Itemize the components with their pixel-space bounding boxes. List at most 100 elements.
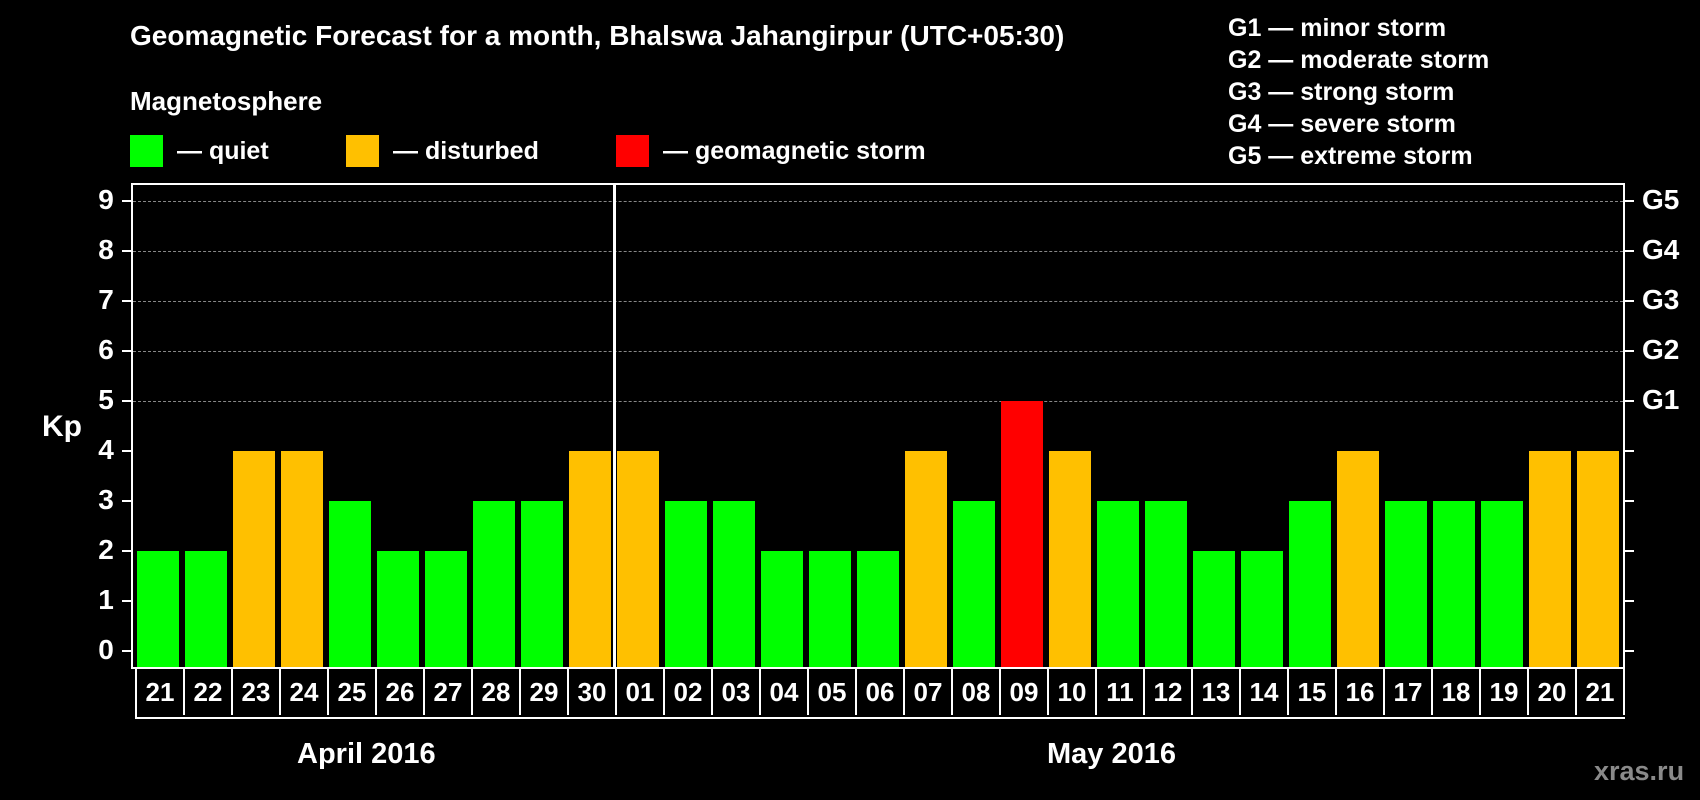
storm-scale-legend: G1 — minor storm G2 — moderate storm G3 …: [1228, 12, 1489, 172]
y-tick: [122, 450, 131, 452]
date-cell: 13: [1193, 669, 1241, 715]
g1-description: G1 — minor storm: [1228, 14, 1447, 42]
legend-label: — geomagnetic storm: [663, 136, 926, 165]
date-cell: 21: [1577, 669, 1625, 715]
kp-bar: [377, 551, 419, 667]
gridline: [133, 401, 1623, 402]
date-cell: 28: [473, 669, 521, 715]
kp-bar: [617, 451, 659, 667]
y-tick: [122, 300, 131, 302]
y-tick-right: [1625, 300, 1634, 302]
date-cell: 03: [713, 669, 761, 715]
date-cell: 04: [761, 669, 809, 715]
date-cell: 15: [1289, 669, 1337, 715]
legend-label: — quiet: [177, 136, 269, 165]
date-cell: 30: [569, 669, 617, 715]
y-tick-label: 0: [98, 634, 114, 665]
date-cell: 17: [1385, 669, 1433, 715]
kp-bar: [1193, 551, 1235, 667]
gridline: [133, 201, 1623, 202]
kp-bar: [1145, 501, 1187, 667]
y-tick-label: 4: [98, 434, 114, 465]
date-cell: 14: [1241, 669, 1289, 715]
date-cell: 18: [1433, 669, 1481, 715]
g-scale-label: G1: [1642, 384, 1680, 415]
date-cell: 10: [1049, 669, 1097, 715]
y-tick-label: 7: [98, 284, 114, 315]
kp-bar: [713, 501, 755, 667]
y-tick-right: [1625, 200, 1634, 202]
y-tick-right: [1625, 600, 1634, 602]
gridline: [133, 351, 1623, 352]
kp-bar: [1097, 501, 1139, 667]
date-cell: 25: [329, 669, 377, 715]
date-cell: 26: [377, 669, 425, 715]
kp-bar: [521, 501, 563, 667]
kp-bar: [665, 501, 707, 667]
kp-bar: [905, 451, 947, 667]
date-cell: 09: [1001, 669, 1049, 715]
y-tick: [122, 650, 131, 652]
date-cell: 19: [1481, 669, 1529, 715]
g4-description: G4 — severe storm: [1228, 110, 1456, 138]
quiet-swatch-icon: [130, 135, 163, 167]
kp-bar: [857, 551, 899, 667]
g2-description: G2 — moderate storm: [1228, 46, 1490, 74]
month-label-april: April 2016: [297, 738, 436, 770]
kp-bar: [1529, 451, 1571, 667]
kp-bar: [809, 551, 851, 667]
y-tick: [122, 250, 131, 252]
kp-bar: [953, 501, 995, 667]
y-tick: [122, 200, 131, 202]
y-tick-right: [1625, 500, 1634, 502]
y-tick: [122, 600, 131, 602]
y-tick-label: 3: [98, 484, 114, 515]
y-tick-right: [1625, 450, 1634, 452]
disturbed-swatch-icon: [346, 135, 379, 167]
kp-bar: [1481, 501, 1523, 667]
chart-title: Geomagnetic Forecast for a month, Bhalsw…: [130, 20, 1065, 51]
legend-heading: Magnetosphere: [130, 86, 323, 116]
g-scale-label: G3: [1642, 284, 1680, 315]
date-cell: 27: [425, 669, 473, 715]
date-cell: 08: [953, 669, 1001, 715]
kp-bar: [1049, 451, 1091, 667]
date-cell: 22: [185, 669, 233, 715]
date-cell: 16: [1337, 669, 1385, 715]
y-tick-right: [1625, 350, 1634, 352]
month-label-may: May 2016: [1047, 738, 1176, 770]
kp-bar: [1337, 451, 1379, 667]
y-tick: [122, 550, 131, 552]
y-tick-right: [1625, 250, 1634, 252]
date-cell: 12: [1145, 669, 1193, 715]
y-tick: [122, 350, 131, 352]
date-cell: 24: [281, 669, 329, 715]
date-cell: 20: [1529, 669, 1577, 715]
date-cell: 21: [137, 669, 185, 715]
kp-bar: [425, 551, 467, 667]
kp-bar: [1577, 451, 1619, 667]
gridline: [133, 301, 1623, 302]
watermark: xras.ru: [1594, 756, 1685, 786]
g-scale-label: G5: [1642, 184, 1680, 215]
legend-storm: — geomagnetic storm: [616, 135, 926, 167]
date-cell: 05: [809, 669, 857, 715]
y-tick: [122, 400, 131, 402]
y-tick-label: 6: [98, 334, 114, 365]
kp-bar: [569, 451, 611, 667]
g-scale-label: G2: [1642, 334, 1680, 365]
date-row: 21 22 23 24 25 26 27 28 29 30 01 02 03 04 05 06 07 08 09 10…: [135, 669, 1625, 719]
y-tick-right: [1625, 550, 1634, 552]
legend-quiet: — quiet: [130, 135, 269, 167]
y-tick-label: 8: [98, 234, 114, 265]
date-cell: 01: [617, 669, 665, 715]
y-tick-label: 1: [98, 584, 114, 615]
date-cell: 02: [665, 669, 713, 715]
kp-bar: [329, 501, 371, 667]
date-cell: 23: [233, 669, 281, 715]
g3-description: G3 — strong storm: [1228, 78, 1455, 106]
kp-bar: [233, 451, 275, 667]
month-divider: [613, 183, 616, 669]
kp-bar: [281, 451, 323, 667]
g-scale-label: G4: [1642, 234, 1680, 265]
